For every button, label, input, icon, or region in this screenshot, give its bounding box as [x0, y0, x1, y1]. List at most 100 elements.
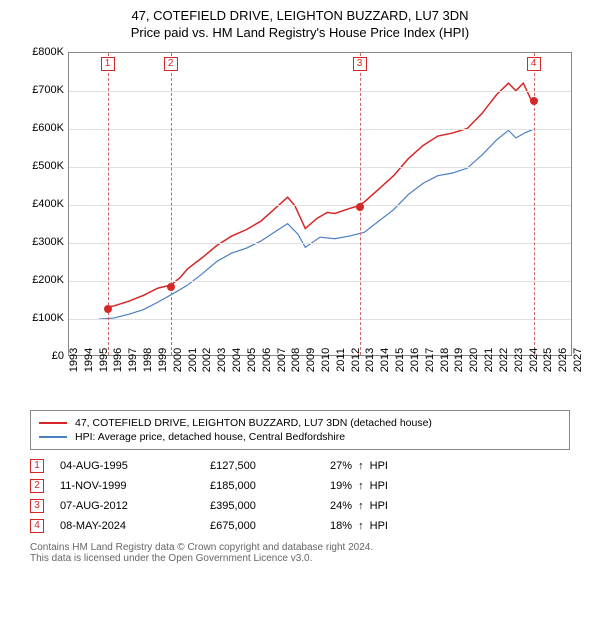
sale-marker-box: 1: [101, 57, 115, 71]
x-tick-label: 2010: [320, 348, 332, 372]
x-tick-label: 2022: [498, 348, 510, 372]
x-tick-label: 2027: [572, 348, 584, 372]
plot-area: 1 2 3 4: [68, 52, 572, 356]
sale-marker-box: 3: [353, 57, 367, 71]
legend-label: 47, COTEFIELD DRIVE, LEIGHTON BUZZARD, L…: [75, 417, 432, 429]
x-tick-label: 2018: [439, 348, 451, 372]
legend-label: HPI: Average price, detached house, Cent…: [75, 431, 345, 443]
x-tick-label: 1993: [68, 348, 80, 372]
x-tick-label: 2005: [246, 348, 258, 372]
sale-row: 4 08-MAY-2024£675,00018% HPI: [30, 516, 570, 536]
x-tick-label: 2001: [187, 348, 199, 372]
x-tick-label: 2013: [364, 348, 376, 372]
sale-pct: 18% HPI: [330, 520, 490, 532]
sales-table: 104-AUG-1995£127,50027% HPI211-NOV-1999£…: [30, 456, 570, 536]
y-tick-label: £400K: [32, 198, 64, 210]
series-hpi: [99, 129, 533, 319]
x-tick-label: 2006: [261, 348, 273, 372]
x-tick-label: 2015: [394, 348, 406, 372]
legend-swatch: [39, 436, 67, 438]
x-tick-label: 2021: [483, 348, 495, 372]
footer-attribution: Contains HM Land Registry data © Crown c…: [30, 542, 570, 564]
footer-line2: This data is licensed under the Open Gov…: [30, 553, 570, 564]
sale-dot: [356, 203, 364, 211]
x-tick-label: 2009: [305, 348, 317, 372]
x-tick-label: 1995: [98, 348, 110, 372]
x-tick-label: 1994: [83, 348, 95, 372]
arrow-up-icon: [355, 480, 367, 492]
chart-lines: [69, 53, 571, 355]
sale-row-marker: 2: [30, 479, 44, 493]
x-tick-label: 2004: [231, 348, 243, 372]
y-tick-label: £500K: [32, 160, 64, 172]
y-tick-label: £800K: [32, 46, 64, 58]
x-tick-label: 2012: [350, 348, 362, 372]
sale-marker-box: 4: [527, 57, 541, 71]
arrow-up-icon: [355, 460, 367, 472]
gridline: [69, 319, 571, 320]
sale-price: £127,500: [210, 460, 330, 472]
arrow-up-icon: [355, 520, 367, 532]
x-tick-label: 2014: [379, 348, 391, 372]
sale-dot: [104, 305, 112, 313]
sale-date: 07-AUG-2012: [60, 500, 210, 512]
x-tick-label: 2016: [409, 348, 421, 372]
x-tick-label: 2019: [453, 348, 465, 372]
sale-row-marker: 1: [30, 459, 44, 473]
sale-row-marker: 4: [30, 519, 44, 533]
sale-row: 3 07-AUG-2012£395,00024% HPI: [30, 496, 570, 516]
sale-marker-box: 2: [164, 57, 178, 71]
gridline: [69, 243, 571, 244]
y-tick-label: £600K: [32, 122, 64, 134]
x-tick-label: 2008: [290, 348, 302, 372]
x-tick-label: 2020: [468, 348, 480, 372]
gridline: [69, 205, 571, 206]
x-tick-label: 2011: [335, 348, 347, 372]
x-tick-label: 1998: [142, 348, 154, 372]
sale-row: 2 11-NOV-1999£185,00019% HPI: [30, 476, 570, 496]
y-tick-label: £0: [52, 350, 64, 362]
sale-date: 04-AUG-1995: [60, 460, 210, 472]
sale-pct: 19% HPI: [330, 480, 490, 492]
x-tick-label: 1996: [112, 348, 124, 372]
legend-item: 47, COTEFIELD DRIVE, LEIGHTON BUZZARD, L…: [39, 417, 561, 429]
legend-swatch: [39, 422, 67, 424]
sale-date: 11-NOV-1999: [60, 480, 210, 492]
sale-price: £395,000: [210, 500, 330, 512]
y-tick-label: £700K: [32, 84, 64, 96]
sale-dot: [530, 97, 538, 105]
arrow-up-icon: [355, 500, 367, 512]
sale-vline: [171, 53, 172, 355]
x-tick-label: 2003: [216, 348, 228, 372]
sale-pct: 27% HPI: [330, 460, 490, 472]
gridline: [69, 281, 571, 282]
x-tick-label: 2007: [276, 348, 288, 372]
footer-line1: Contains HM Land Registry data © Crown c…: [30, 542, 570, 553]
sale-pct: 24% HPI: [330, 500, 490, 512]
sale-row: 1 04-AUG-1995£127,50027% HPI: [30, 456, 570, 476]
gridline: [69, 91, 571, 92]
y-tick-label: £200K: [32, 274, 64, 286]
x-tick-label: 2002: [201, 348, 213, 372]
legend-item: HPI: Average price, detached house, Cent…: [39, 431, 561, 443]
legend: 47, COTEFIELD DRIVE, LEIGHTON BUZZARD, L…: [30, 410, 570, 450]
title-address: 47, COTEFIELD DRIVE, LEIGHTON BUZZARD, L…: [10, 8, 590, 23]
x-tick-label: 2025: [542, 348, 554, 372]
x-tick-label: 2017: [424, 348, 436, 372]
sale-price: £185,000: [210, 480, 330, 492]
title-subtitle: Price paid vs. HM Land Registry's House …: [10, 25, 590, 40]
x-tick-label: 2023: [513, 348, 525, 372]
y-tick-label: £300K: [32, 236, 64, 248]
sale-price: £675,000: [210, 520, 330, 532]
x-tick-label: 2000: [172, 348, 184, 372]
sale-row-marker: 3: [30, 499, 44, 513]
gridline: [69, 129, 571, 130]
y-tick-label: £100K: [32, 312, 64, 324]
sale-dot: [167, 283, 175, 291]
sale-date: 08-MAY-2024: [60, 520, 210, 532]
gridline: [69, 167, 571, 168]
price-chart: 1 2 3 4 £0 £100K £200K £300K £400K £500K £600K £70…: [20, 46, 580, 406]
x-tick-label: 2024: [528, 348, 540, 372]
x-tick-label: 1999: [157, 348, 169, 372]
x-tick-label: 2026: [557, 348, 569, 372]
